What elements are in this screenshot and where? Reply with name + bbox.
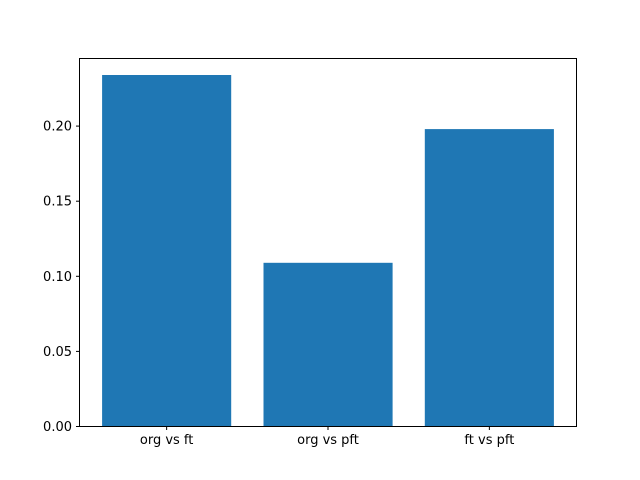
bar-org-vs-ft [102,75,232,427]
y-tick-label: 0.15 [43,195,72,210]
y-tick-label: 0.00 [43,420,72,435]
y-tick-label: 0.05 [43,345,72,360]
bar-ft-vs-pft [424,129,554,427]
x-tick-label-org-vs-ft: org vs ft [140,433,194,448]
x-tick-label-ft-vs-pft: ft vs pft [464,433,514,448]
y-tick-label: 0.20 [43,120,72,135]
bar-org-vs-pft [263,262,393,427]
x-tick-label-org-vs-pft: org vs pft [297,433,359,448]
y-tick-label: 0.10 [43,270,72,285]
